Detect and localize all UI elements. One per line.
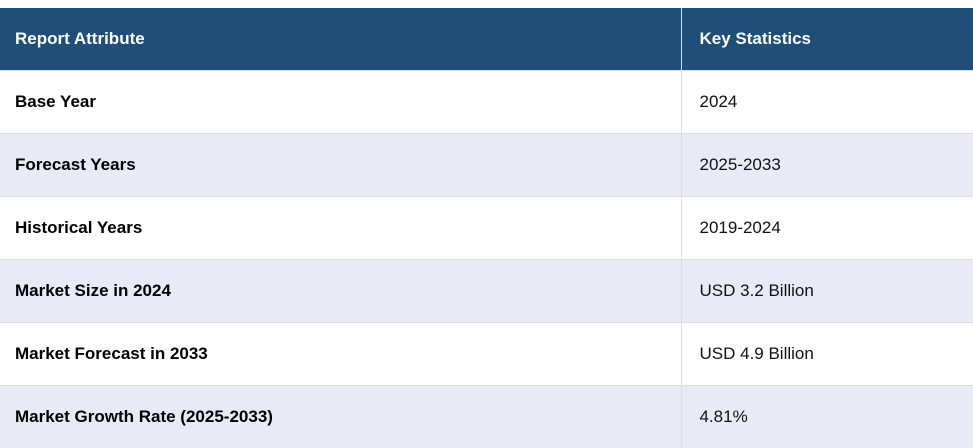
table-header: Report Attribute Key Statistics <box>0 8 973 71</box>
row-value: 2019-2024 <box>681 197 973 260</box>
header-key-statistics: Key Statistics <box>681 8 973 71</box>
row-attribute: Market Forecast in 2033 <box>0 323 681 386</box>
table-row: Market Size in 2024 USD 3.2 Billion <box>0 260 973 323</box>
header-row: Report Attribute Key Statistics <box>0 8 973 71</box>
row-attribute: Historical Years <box>0 197 681 260</box>
table-row: Historical Years 2019-2024 <box>0 197 973 260</box>
row-value: 2024 <box>681 71 973 134</box>
table-body: Base Year 2024 Forecast Years 2025-2033 … <box>0 71 973 448</box>
report-stats-table-container: Report Attribute Key Statistics Base Yea… <box>0 8 973 448</box>
row-value: 2025-2033 <box>681 134 973 197</box>
row-attribute: Market Size in 2024 <box>0 260 681 323</box>
row-value: USD 4.9 Billion <box>681 323 973 386</box>
table-row: Forecast Years 2025-2033 <box>0 134 973 197</box>
header-report-attribute: Report Attribute <box>0 8 681 71</box>
row-attribute: Forecast Years <box>0 134 681 197</box>
row-value: USD 3.2 Billion <box>681 260 973 323</box>
report-stats-table: Report Attribute Key Statistics Base Yea… <box>0 8 973 448</box>
table-row: Market Growth Rate (2025-2033) 4.81% <box>0 386 973 448</box>
row-attribute: Market Growth Rate (2025-2033) <box>0 386 681 448</box>
row-attribute: Base Year <box>0 71 681 134</box>
table-row: Base Year 2024 <box>0 71 973 134</box>
row-value: 4.81% <box>681 386 973 448</box>
table-row: Market Forecast in 2033 USD 4.9 Billion <box>0 323 973 386</box>
